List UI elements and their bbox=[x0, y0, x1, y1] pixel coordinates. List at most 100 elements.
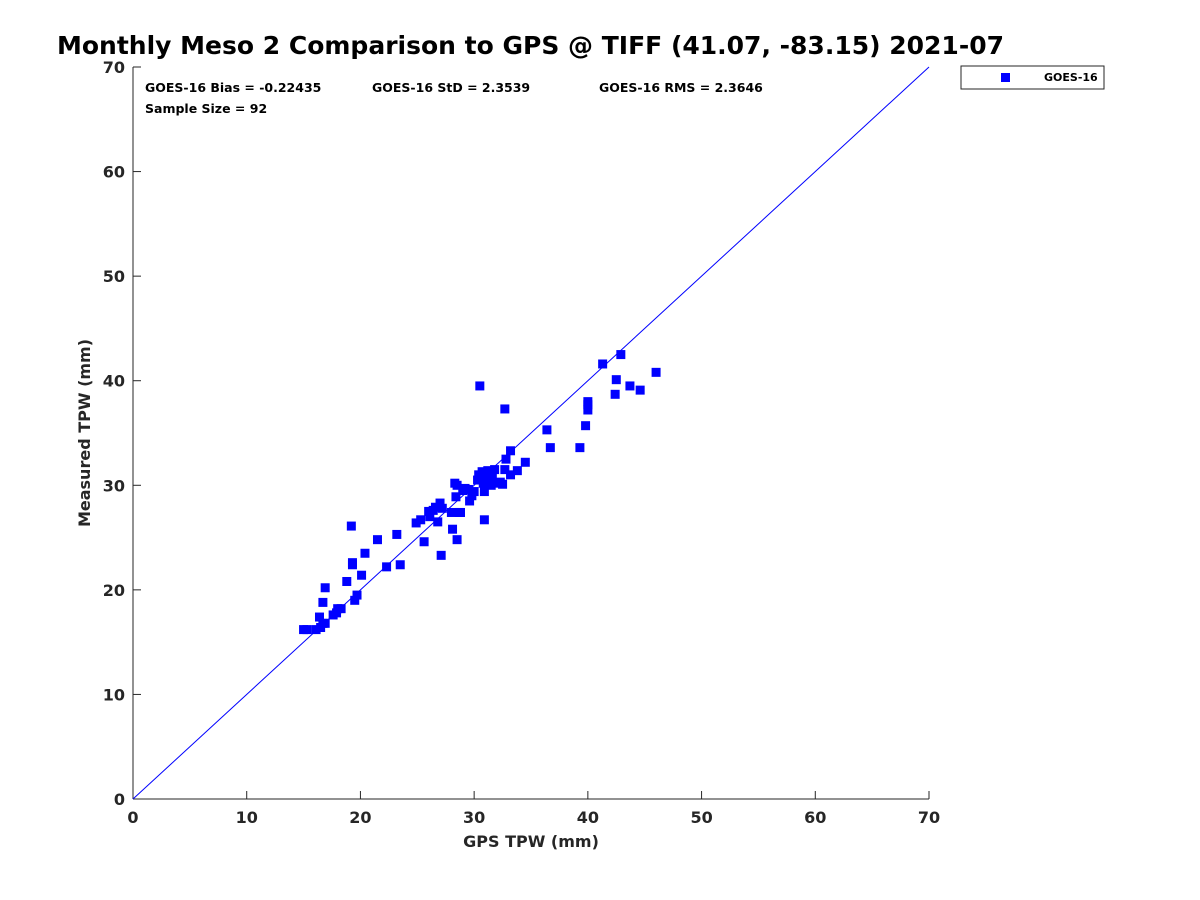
data-point bbox=[395, 560, 405, 570]
data-point bbox=[469, 487, 479, 497]
plot-area: 0 10 20 30 40 50 60 70 0 10 20 30 40 50 60 70 bbox=[103, 58, 940, 827]
data-point bbox=[392, 529, 402, 539]
data-point bbox=[433, 517, 443, 527]
x-tick-label: 70 bbox=[918, 808, 940, 827]
data-point bbox=[311, 625, 321, 635]
data-point bbox=[416, 515, 426, 525]
scatter-points bbox=[299, 350, 661, 635]
data-point bbox=[360, 548, 370, 558]
data-point bbox=[424, 506, 434, 516]
rms-stat: GOES-16 RMS = 2.3646 bbox=[599, 80, 763, 95]
data-point bbox=[463, 484, 473, 494]
data-point bbox=[506, 446, 516, 456]
data-point bbox=[302, 625, 312, 635]
data-point bbox=[357, 570, 367, 580]
data-point bbox=[498, 479, 508, 489]
data-point bbox=[635, 385, 645, 395]
legend-marker bbox=[1001, 73, 1010, 82]
data-point bbox=[342, 576, 352, 586]
data-point bbox=[479, 515, 489, 525]
data-point bbox=[542, 425, 552, 435]
data-point bbox=[372, 535, 382, 545]
x-tick-label: 20 bbox=[349, 808, 371, 827]
data-point bbox=[625, 381, 635, 391]
data-point bbox=[346, 521, 356, 531]
data-point bbox=[477, 467, 487, 477]
data-point bbox=[382, 562, 392, 572]
data-point bbox=[473, 475, 483, 485]
data-point bbox=[610, 389, 620, 399]
data-point bbox=[448, 524, 458, 534]
data-point bbox=[501, 454, 511, 464]
x-axis-label: GPS TPW (mm) bbox=[463, 832, 599, 851]
data-point bbox=[320, 583, 330, 593]
legend-label: GOES-16 bbox=[1044, 71, 1098, 84]
y-tick-label: 50 bbox=[103, 267, 125, 286]
y-tick-label: 30 bbox=[103, 476, 125, 495]
chart-title: Monthly Meso 2 Comparison to GPS @ TIFF … bbox=[57, 31, 1004, 60]
data-point bbox=[314, 612, 324, 622]
y-axis-label: Measured TPW (mm) bbox=[75, 339, 94, 527]
x-tick-label: 0 bbox=[127, 808, 138, 827]
data-point bbox=[616, 350, 626, 360]
data-point bbox=[446, 507, 456, 517]
y-tick-label: 40 bbox=[103, 372, 125, 391]
data-point bbox=[575, 443, 585, 453]
data-point bbox=[486, 480, 496, 490]
data-point bbox=[598, 359, 608, 369]
data-point bbox=[611, 375, 621, 385]
y-tick-label: 70 bbox=[103, 58, 125, 77]
data-point bbox=[452, 480, 462, 490]
data-point bbox=[352, 590, 362, 600]
data-point bbox=[452, 535, 462, 545]
data-point bbox=[430, 502, 440, 512]
data-point bbox=[318, 597, 328, 607]
data-point bbox=[425, 512, 435, 522]
data-point bbox=[350, 595, 360, 605]
data-point bbox=[506, 470, 516, 480]
data-point bbox=[545, 443, 555, 453]
x-tick-label: 60 bbox=[804, 808, 826, 827]
data-point bbox=[500, 404, 510, 414]
y-tick-label: 60 bbox=[103, 163, 125, 182]
data-point bbox=[465, 496, 475, 506]
legend-box bbox=[960, 65, 1105, 90]
data-point bbox=[479, 487, 489, 497]
data-point bbox=[435, 498, 445, 508]
data-point bbox=[436, 550, 446, 560]
data-point bbox=[451, 492, 461, 502]
stats-annotations: GOES-16 Bias = -0.22435 GOES-16 StD = 2.… bbox=[145, 80, 763, 116]
data-point bbox=[500, 465, 510, 475]
data-point bbox=[455, 507, 465, 517]
data-point bbox=[512, 466, 522, 476]
data-point bbox=[475, 381, 485, 391]
data-point bbox=[490, 465, 500, 475]
data-point bbox=[583, 405, 593, 415]
data-point bbox=[437, 503, 447, 513]
x-ticks: 0 10 20 30 40 50 60 70 bbox=[127, 791, 940, 827]
data-point bbox=[487, 472, 497, 482]
data-point bbox=[651, 367, 661, 377]
x-tick-label: 50 bbox=[690, 808, 712, 827]
one-to-one-line bbox=[132, 66, 930, 800]
legend: GOES-16 bbox=[960, 65, 1105, 90]
data-point bbox=[347, 558, 357, 568]
data-point bbox=[419, 537, 429, 547]
data-point bbox=[411, 518, 421, 528]
x-tick-label: 40 bbox=[577, 808, 599, 827]
data-point bbox=[581, 421, 591, 431]
y-tick-label: 0 bbox=[114, 790, 125, 809]
y-ticks: 0 10 20 30 40 50 60 70 bbox=[103, 58, 141, 809]
x-tick-label: 10 bbox=[236, 808, 258, 827]
data-point bbox=[520, 457, 530, 467]
data-point bbox=[583, 397, 593, 407]
y-tick-label: 10 bbox=[103, 685, 125, 704]
data-point bbox=[483, 466, 493, 476]
bias-stat: GOES-16 Bias = -0.22435 bbox=[145, 80, 321, 95]
std-stat: GOES-16 StD = 2.3539 bbox=[372, 80, 530, 95]
y-tick-label: 20 bbox=[103, 581, 125, 600]
data-point bbox=[336, 604, 346, 614]
sample-size-stat: Sample Size = 92 bbox=[145, 101, 267, 116]
x-tick-label: 30 bbox=[463, 808, 485, 827]
